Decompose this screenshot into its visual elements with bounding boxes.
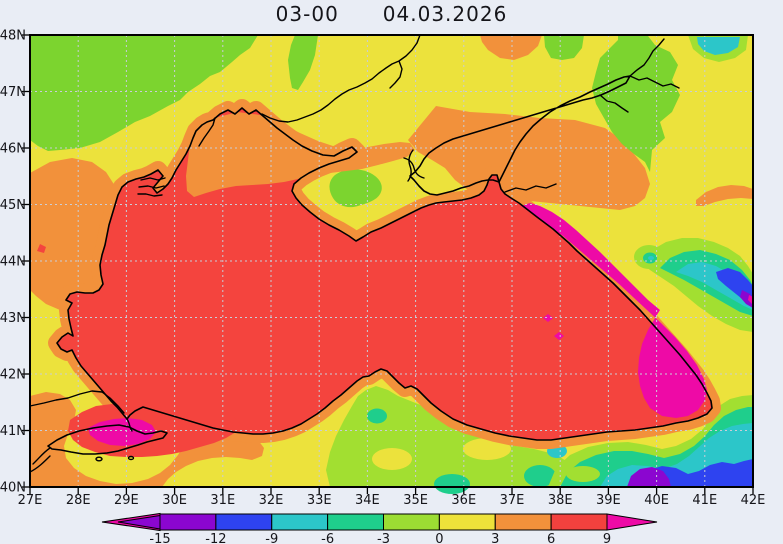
lat-tick-label: 41N — [0, 424, 26, 439]
colorbar-segment — [383, 513, 440, 531]
region-cold-ne-cyan — [676, 262, 753, 310]
lon-tick-label: 30E — [162, 493, 187, 508]
lon-tick-label: 34E — [355, 493, 380, 508]
lon-tick-label: 38E — [548, 493, 573, 508]
colorbar-segment — [327, 513, 384, 531]
region-green-northwest — [30, 35, 258, 151]
colorbar-tick-label: 3 — [491, 532, 499, 544]
region-cyan-topright — [697, 37, 740, 55]
region-orange-top — [480, 35, 542, 60]
region-green-small-top — [544, 35, 584, 60]
danube-delta-lines — [137, 177, 166, 197]
region-sea-magenta-dot1 — [543, 314, 553, 322]
colorbar-segment — [215, 513, 273, 531]
region-west-red-dot — [37, 244, 46, 253]
lat-tick-label: 45N — [0, 198, 26, 213]
region-sea-magenta-east — [521, 203, 707, 418]
colorbar: -15 -12 -9 -6 -3 0 3 6 9 — [101, 512, 658, 544]
colorbar-tick-label: -12 — [205, 532, 226, 544]
lat-tick-label: 42N — [0, 368, 26, 383]
title-run-hour: 03-00 — [275, 2, 339, 26]
region-green-crimea — [329, 169, 382, 208]
colorbar-segment — [438, 513, 496, 531]
colorbar-tick-label: -9 — [265, 532, 278, 544]
marmara-island1 — [95, 456, 103, 462]
lon-tick-label: 35E — [403, 493, 428, 508]
colorbar-segment — [550, 513, 608, 531]
region-marmara-magenta — [88, 418, 156, 446]
coastlines — [29, 34, 713, 473]
lat-tick-label: 40N — [0, 481, 26, 496]
lon-tick-label: 33E — [307, 493, 332, 508]
region-cold-ne-magenta-sliver — [748, 295, 753, 305]
marmara-coastline — [47, 424, 168, 455]
lon-tick-label: 41E — [692, 493, 717, 508]
bosporus-channel — [126, 418, 133, 432]
region-south-yellow-patch2 — [463, 438, 511, 460]
region-south-emerald-spot — [367, 408, 387, 424]
colorbar-tick-label: 9 — [603, 532, 611, 544]
dardanelles-channel — [29, 447, 51, 473]
region-orange-east-band — [696, 185, 753, 206]
lon-tick-label: 31E — [210, 493, 235, 508]
region-cold-se-purple — [627, 467, 671, 487]
lon-tick-label: 42E — [741, 493, 766, 508]
lat-tick-label: 43N — [0, 311, 26, 326]
region-nw-shelf-orange — [186, 112, 415, 197]
region-green-dnieper-finger — [288, 35, 318, 90]
lon-tick-label: 39E — [596, 493, 621, 508]
colorbar-tick-label: -15 — [149, 532, 170, 544]
map-title: 03-00 04.03.2026 — [0, 2, 783, 26]
title-date: 04.03.2026 — [382, 2, 508, 26]
region-azov-warm — [408, 106, 650, 210]
region-cold-ne-purple — [740, 290, 753, 308]
region-green-northeast — [592, 36, 680, 172]
lon-tick-label: 32E — [259, 493, 284, 508]
colorbar-tick-label: -6 — [321, 532, 334, 544]
azov-sea-coastline — [409, 75, 631, 196]
don-river — [599, 38, 680, 113]
colorbar-segment — [271, 513, 329, 531]
lat-tick-label: 44N — [0, 255, 26, 270]
colorbar-segment — [494, 513, 552, 531]
region-south-yellow-patch1 — [372, 448, 412, 470]
grid-lines — [30, 35, 753, 487]
lon-tick-label: 37E — [500, 493, 525, 508]
region-sea-magenta-dot2 — [554, 332, 564, 340]
marmara-island2 — [127, 455, 135, 461]
kuban-river — [504, 183, 557, 193]
region-blob-cyan-dot — [648, 256, 654, 260]
region-cold-se-lime-blob — [566, 466, 600, 482]
colorbar-segment — [159, 513, 217, 531]
dniester-liman — [198, 117, 216, 147]
colorbar-tick-label: 6 — [547, 532, 555, 544]
lon-tick-label: 27E — [18, 493, 43, 508]
colorbar-tick-label: -3 — [377, 532, 390, 544]
dnieper-river — [261, 34, 421, 123]
region-south-emerald2 — [524, 465, 556, 487]
colorbar-tick-label: 0 — [435, 532, 443, 544]
lon-tick-label: 28E — [66, 493, 91, 508]
colorbar-above-scale-arrow — [606, 513, 658, 531]
lat-tick-label: 48N — [0, 29, 26, 44]
lon-tick-label: 29E — [114, 493, 139, 508]
region-south-emerald1 — [434, 474, 470, 494]
lat-tick-label: 47N — [0, 85, 26, 100]
lat-tick-label: 46N — [0, 142, 26, 157]
thrace-coast-line — [29, 390, 125, 414]
lon-tick-label: 40E — [644, 493, 669, 508]
sivash-lagoon-lines — [403, 149, 425, 182]
lon-tick-label: 36E — [451, 493, 476, 508]
